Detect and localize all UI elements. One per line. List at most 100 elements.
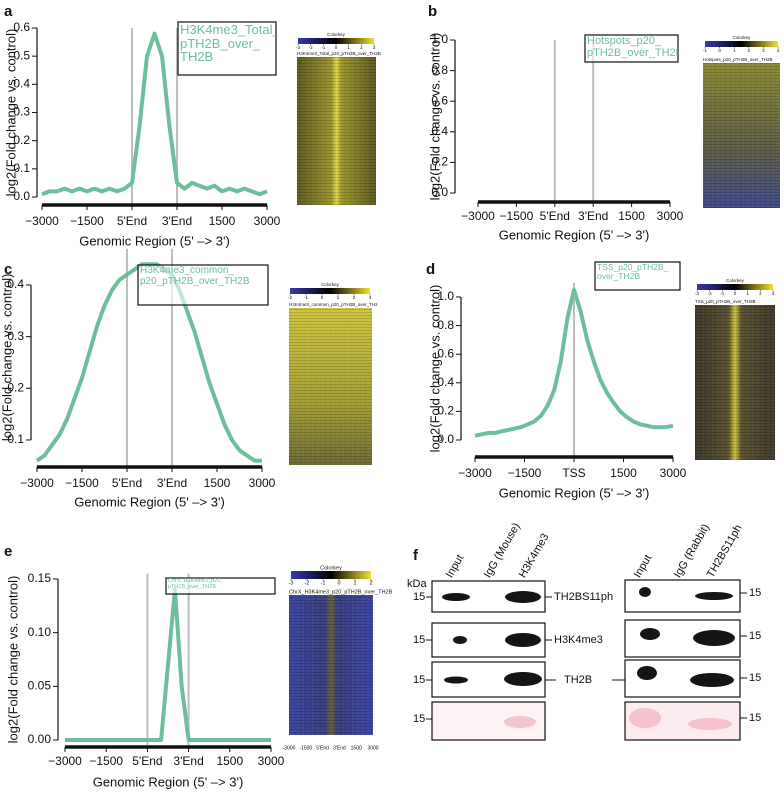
colorkey-tick-label: 1 (746, 291, 749, 296)
y-axis-label: log2(Fold change vs. control) (3, 29, 18, 197)
colorkey-title: Colorkey (327, 32, 346, 37)
colorkey (290, 288, 370, 294)
lane-label: TH2BS11ph (705, 523, 745, 580)
colorkey-tick-label: 2 (353, 295, 356, 300)
band (695, 592, 733, 600)
y-tick-label: 0.4 (7, 277, 24, 291)
colorkey-tick-label: 1 (353, 580, 356, 586)
y-tick-label: 0.1 (13, 161, 30, 175)
colorkey-tick-label: 0 (335, 45, 338, 50)
colorkey-tick-label: 2 (360, 45, 363, 50)
x-tick-label: −1500 (89, 754, 123, 768)
heatmap-title: TSS_p20_pTH2B_over_TH2B (695, 299, 756, 304)
x-tick-label: −3000 (461, 209, 495, 223)
y-tick-label: 0.15 (28, 571, 52, 585)
band (442, 593, 470, 601)
y-tick-label: 0.8 (431, 63, 448, 77)
x-tick-label: −1500 (508, 466, 542, 480)
lane-label: Input (632, 553, 655, 580)
x-tick-label: 5'End (540, 209, 570, 223)
colorkey-title: Colorkey (320, 565, 342, 571)
y-tick-label: 0.00 (28, 732, 52, 746)
y-tick-label: 0.1 (7, 432, 24, 446)
heatmap-texture (703, 63, 780, 208)
series-line (65, 587, 271, 742)
y-tick-label: 0.2 (437, 404, 454, 418)
colorkey-tick-label: -1 (321, 45, 325, 50)
colorkey-tick-label: 0 (734, 291, 737, 296)
heatmap-title: Hotspots_p20_pTH2B_over_TH2B (703, 57, 773, 62)
x-tick-label: TSS (562, 466, 585, 480)
marker-label: 15 (749, 672, 761, 684)
colorkey-tick-label: 3 (373, 45, 376, 50)
x-tick-label: −3000 (20, 476, 54, 490)
colorkey-title: Colorkey (726, 278, 745, 283)
heatmap-title: H3K4me3_Total_p20_pTH2B_over_TH2B (297, 51, 381, 56)
legend-entry: ChrX_H3K4me3_p20_ pTH2B_over_TH2B (168, 578, 224, 590)
target-label: TH2B (564, 674, 592, 686)
heatmap-title: ChrX_H3K4me3_p20_pTH2B_over_TH2B (289, 589, 393, 595)
legend-entry: H3K4me3_common_ p20_pTH2B_over_TH2B (140, 265, 250, 287)
panel-label: e (4, 543, 12, 560)
band (504, 672, 542, 686)
lane-label: Input (444, 553, 467, 580)
y-tick-label: 0.10 (28, 625, 52, 639)
y-tick-label: 0.0 (437, 432, 454, 446)
marker-label: 15 (749, 587, 761, 599)
colorkey-tick-label: -3 (296, 45, 300, 50)
x-tick-label: −3000 (458, 466, 492, 480)
x-tick-label: 1500 (610, 466, 637, 480)
x-axis-label: Genomic Region (5' –> 3') (93, 774, 244, 789)
marker-label: 15 (749, 712, 761, 724)
marker-label: 15 (413, 634, 425, 646)
y-tick-label: 1.0 (431, 32, 448, 46)
x-tick-label: 1500 (209, 214, 236, 228)
x-tick-label: 3000 (258, 754, 285, 768)
colorkey-tick-label: -1 (720, 291, 724, 296)
marker-label: 15 (749, 630, 761, 642)
y-tick-label: 0.8 (437, 318, 454, 332)
panel-label: d (426, 261, 435, 278)
legend-entry: TSS_p20_pTH2B_ over_TH2B (597, 262, 669, 281)
y-tick-label: 0.4 (431, 124, 448, 138)
y-tick-label: 0.6 (437, 346, 454, 360)
band (640, 628, 660, 640)
colorkey-tick-label: -1 (321, 580, 326, 586)
colorkey (705, 41, 778, 47)
colorkey-tick-label: 0 (321, 295, 324, 300)
heatmap-x-label: 1500 (351, 745, 362, 751)
y-axis-label: log2(Fold change vs. control) (427, 33, 442, 201)
colorkey-tick-label: -3 (289, 580, 294, 586)
legend: Hotspots_p20_ pTH2B_over_TH2B (587, 35, 678, 58)
kda-label: kDa (407, 578, 427, 590)
series-line (41, 31, 268, 197)
western-blot: f kDa Input IgG (Mouse) H3K4me3 Input Ig… (407, 521, 761, 741)
heatmap-texture (289, 308, 372, 465)
x-axis-label: Genomic Region (5' –> 3') (74, 494, 225, 509)
x-tick-label: −1500 (65, 476, 99, 490)
band (690, 673, 734, 687)
band (505, 633, 541, 647)
heatmap-texture (289, 595, 373, 735)
colorkey (697, 284, 773, 290)
band (453, 636, 467, 644)
y-tick-label: 0.5 (13, 48, 30, 62)
legend-box (584, 34, 679, 63)
y-axis-label: log2(Fold change vs. control) (5, 576, 20, 744)
colorkey-tick-label: 3 (772, 291, 775, 296)
ponceau-band (504, 716, 536, 728)
colorkey-tick-label: 3 (369, 295, 372, 300)
colorkey-tick-label: -3 (695, 291, 699, 296)
lane-label: IgG (Mouse) (482, 521, 523, 580)
colorkey-tick-label: -2 (708, 291, 712, 296)
marker-label: 15 (413, 713, 425, 725)
x-axis-label: Genomic Region (5' –> 3') (499, 485, 650, 500)
x-tick-label: 3000 (657, 209, 684, 223)
y-tick-label: 0.05 (28, 679, 52, 693)
series-line (474, 287, 674, 438)
lane-label: H3K4me3 (517, 532, 552, 580)
heatmap-x-label: -3000 (283, 745, 296, 751)
y-tick-label: 1.0 (437, 289, 454, 303)
y-tick-label: 0.3 (13, 105, 30, 119)
